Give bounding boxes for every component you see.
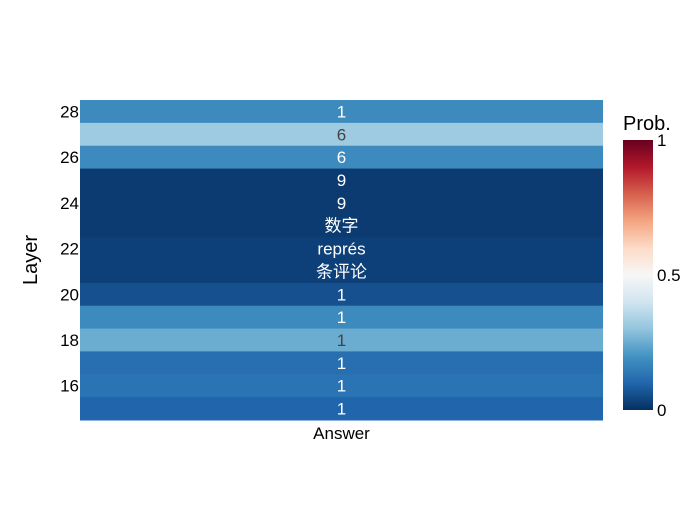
colorbar-tick-0: 0 bbox=[657, 401, 666, 420]
colorbar-ticks: 00.51 bbox=[657, 131, 681, 420]
cell-label-layer-17: 1 bbox=[337, 354, 346, 373]
y-tick-label-28: 28 bbox=[60, 102, 79, 121]
heatmap-cell-layer-28 bbox=[80, 100, 603, 124]
cell-label-layer-20: 1 bbox=[337, 285, 346, 304]
y-tick-label-16: 16 bbox=[60, 377, 79, 396]
y-tick-label-26: 26 bbox=[60, 148, 79, 167]
heatmap-cell-labels: 1 6 6 9 9 数字 représ 条评论 1 1 1 1 1 1 bbox=[316, 102, 367, 418]
colorbar-gradient bbox=[623, 140, 653, 410]
heatmap-cell-layer-21 bbox=[80, 260, 603, 284]
cell-label-layer-26: 6 bbox=[337, 148, 346, 167]
colorbar-tick-1: 1 bbox=[657, 131, 666, 150]
heatmap-cells bbox=[80, 100, 603, 421]
heatmap-cell-layer-24 bbox=[80, 191, 603, 215]
heatmap-cell-layer-18 bbox=[80, 328, 603, 352]
cell-label-layer-18: 1 bbox=[337, 331, 346, 350]
colorbar-tick-0-5: 0.5 bbox=[657, 266, 681, 285]
y-tick-label-20: 20 bbox=[60, 285, 79, 304]
heatmap-cell-layer-20 bbox=[80, 282, 603, 307]
heatmap-cell-layer-25 bbox=[80, 168, 603, 192]
cell-label-layer-19: 1 bbox=[337, 308, 346, 327]
x-axis-ticks: Answer bbox=[313, 424, 370, 443]
y-axis-ticks: 16 18 20 22 24 26 28 bbox=[60, 102, 79, 395]
heatmap-cell-layer-27 bbox=[80, 122, 603, 147]
cell-label-layer-28: 1 bbox=[337, 102, 346, 121]
colorbar-title: Prob. bbox=[623, 113, 671, 135]
heatmap-cell-layer-26 bbox=[80, 145, 603, 170]
heatmap-cell-layer-15 bbox=[80, 397, 603, 421]
cell-label-layer-22: représ bbox=[317, 240, 365, 259]
x-tick-label-answer: Answer bbox=[313, 424, 370, 443]
cell-label-layer-15: 1 bbox=[337, 400, 346, 419]
cell-label-layer-24: 9 bbox=[337, 194, 346, 213]
heatmap-cell-layer-16 bbox=[80, 374, 603, 398]
heatmap-cell-layer-19 bbox=[80, 305, 603, 330]
cell-label-layer-25: 9 bbox=[337, 171, 346, 190]
heatmap-cell-layer-17 bbox=[80, 351, 603, 375]
heatmap-cell-layer-22 bbox=[80, 237, 603, 261]
colorbar: Prob. 00.51 bbox=[623, 113, 681, 420]
cell-label-layer-16: 1 bbox=[337, 377, 346, 396]
heatmap-cell-layer-23 bbox=[80, 214, 603, 238]
y-tick-label-22: 22 bbox=[60, 240, 79, 259]
y-axis-title: Layer bbox=[20, 235, 42, 285]
cell-label-layer-21: 条评论 bbox=[316, 262, 367, 281]
y-tick-label-24: 24 bbox=[60, 194, 79, 213]
cell-label-layer-23: 数字 bbox=[325, 217, 359, 236]
cell-label-layer-27: 6 bbox=[337, 125, 346, 144]
y-tick-label-18: 18 bbox=[60, 331, 79, 350]
